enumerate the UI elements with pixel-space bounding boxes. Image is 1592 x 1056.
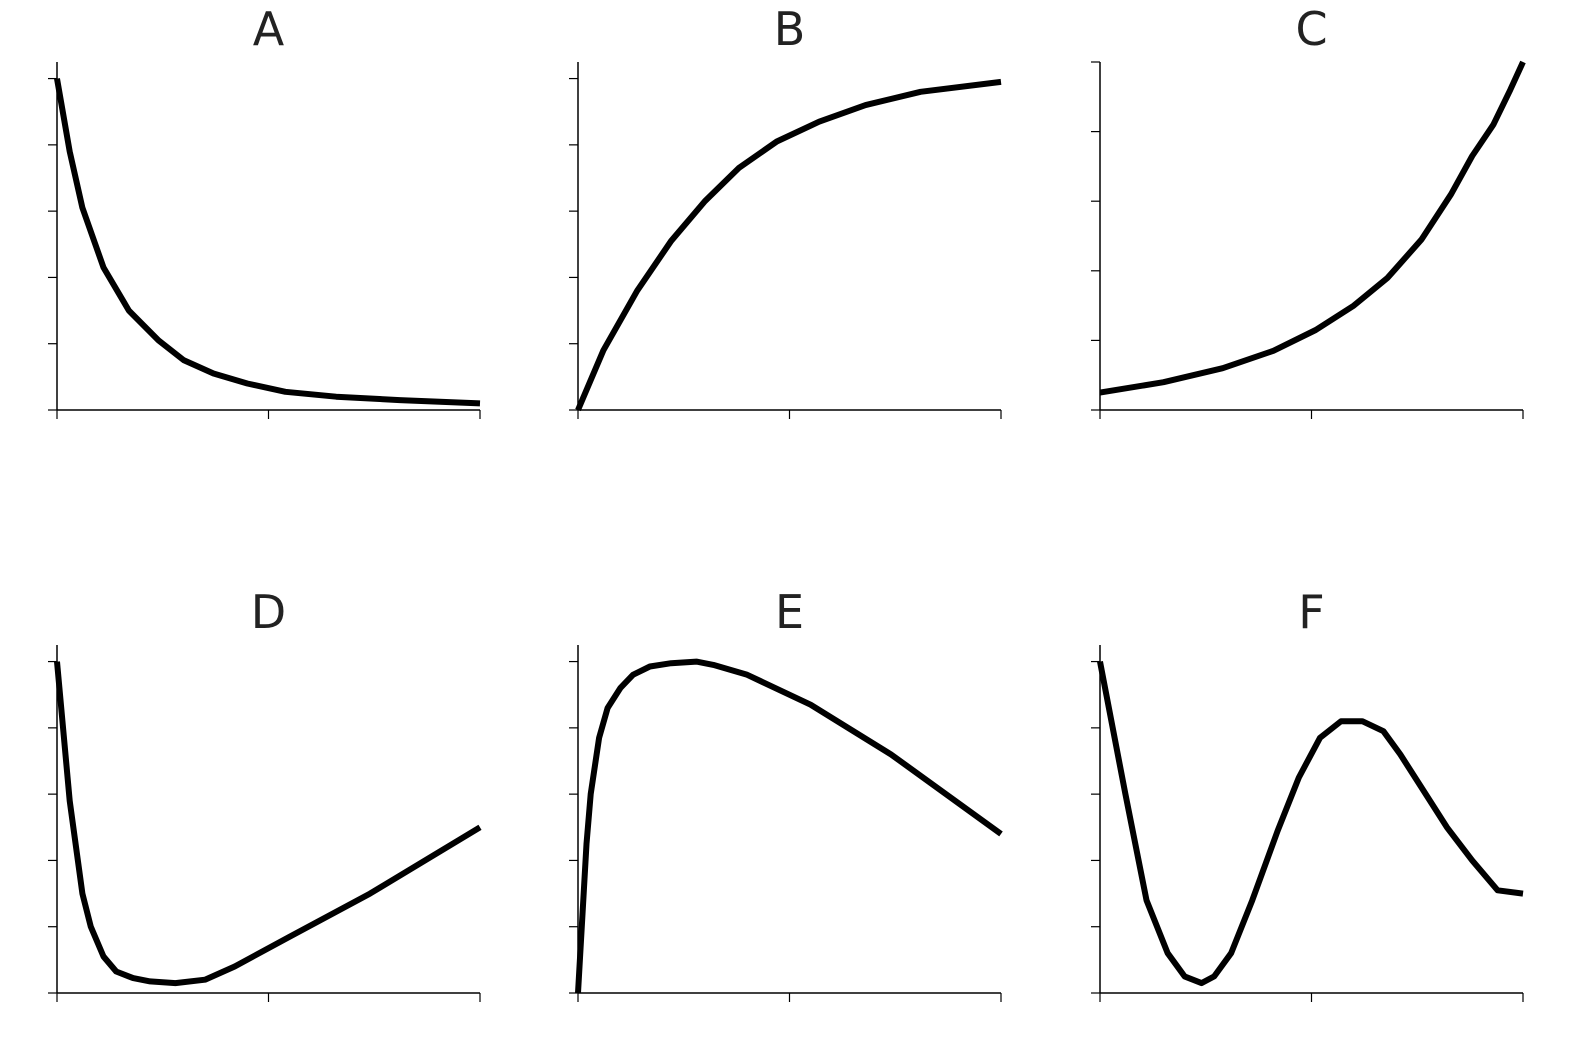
series-line — [575, 658, 1003, 994]
subplot-b: B — [569, 2, 1002, 419]
subplot-title: C — [1295, 2, 1327, 56]
series-line — [1097, 661, 1524, 987]
series-line — [54, 661, 482, 987]
series-line — [54, 78, 481, 407]
subplot-c: C — [1091, 2, 1526, 419]
subplot-d: D — [48, 585, 482, 1002]
subplot-title: E — [775, 585, 804, 639]
series-line — [575, 78, 1002, 412]
subplot-title: A — [253, 2, 285, 56]
subplot-f: F — [1091, 585, 1524, 1002]
subplot-a: A — [48, 2, 481, 419]
series-line — [1099, 60, 1526, 396]
subplot-title: B — [774, 2, 806, 56]
subplot-title: F — [1298, 585, 1324, 639]
subplot-title: D — [251, 585, 286, 639]
subplot-e: E — [569, 585, 1003, 1002]
